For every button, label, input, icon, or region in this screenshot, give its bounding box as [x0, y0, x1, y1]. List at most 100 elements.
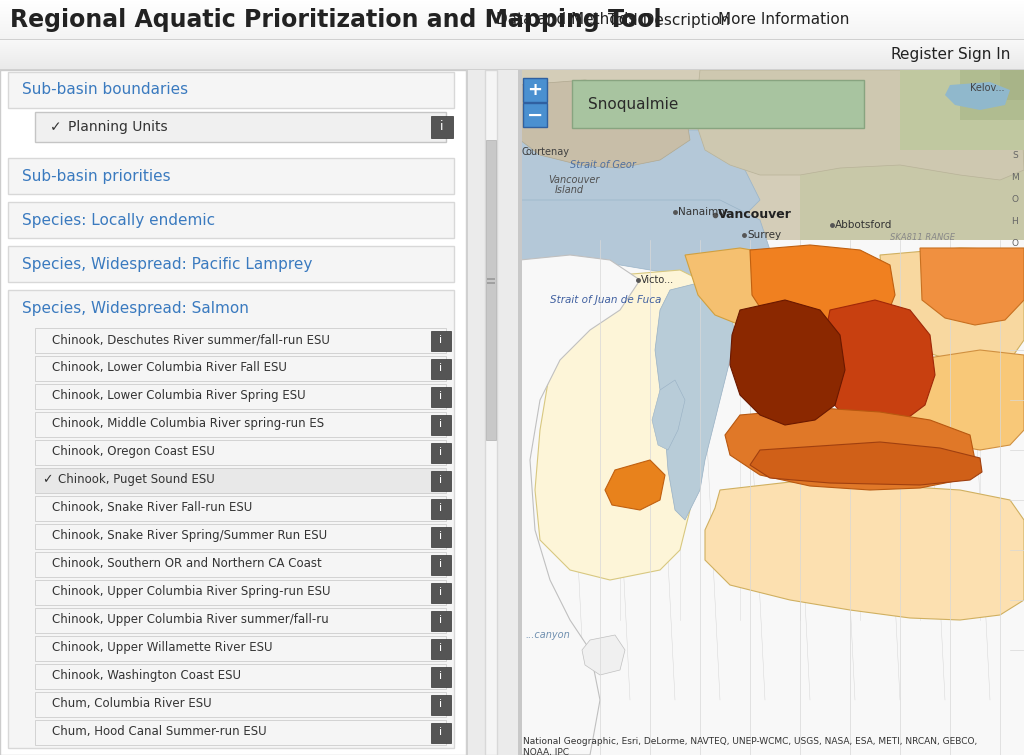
Bar [0, 17, 1024, 18]
Bar [0, 27, 1024, 28]
Bar [0, 66, 1024, 67]
Text: S: S [1012, 150, 1018, 159]
Text: Chum, Hood Canal Summer-run ESU: Chum, Hood Canal Summer-run ESU [52, 726, 266, 738]
Polygon shape [582, 635, 625, 675]
Text: Vancouver: Vancouver [548, 175, 599, 185]
Bar [0, 9, 1024, 10]
Bar [0, 5, 1024, 6]
Bar [0, 23, 1024, 24]
Bar [0, 51, 1024, 52]
Text: Victo...: Victo... [641, 275, 674, 285]
Bar [0, 25, 1024, 26]
Text: i: i [439, 475, 442, 485]
Bar [431, 527, 451, 547]
Bar [0, 40, 1024, 41]
Bar [35, 356, 446, 381]
Bar [1010, 240, 1024, 755]
Text: Chum, Columbia River ESU: Chum, Columbia River ESU [52, 698, 212, 710]
Bar [0, 39, 1024, 40]
Bar [35, 384, 446, 409]
Polygon shape [905, 350, 1024, 450]
Bar [0, 26, 1024, 27]
Bar [0, 33, 1024, 34]
Bar [487, 278, 495, 280]
Bar [0, 35, 1024, 36]
Bar [431, 583, 451, 603]
Bar [0, 57, 1024, 58]
Text: Chinook, Middle Columbia River spring-run ES: Chinook, Middle Columbia River spring-ru… [52, 418, 325, 430]
Bar [0, 48, 1024, 49]
Text: i: i [439, 699, 442, 709]
Bar [0, 7, 1024, 8]
Bar [431, 611, 451, 631]
Bar [35, 692, 446, 717]
Bar [523, 78, 547, 102]
Bar [0, 1, 1024, 2]
Bar [0, 18, 1024, 19]
Bar [0, 19, 1024, 20]
Text: More Information: More Information [718, 13, 849, 27]
Text: Planning Units: Planning Units [68, 120, 168, 134]
Bar [0, 46, 1024, 47]
Text: i: i [439, 559, 442, 569]
Text: Chinook, Puget Sound ESU: Chinook, Puget Sound ESU [58, 473, 215, 486]
Bar [8, 158, 454, 194]
Polygon shape [920, 248, 1024, 325]
Text: Kelov...: Kelov... [970, 83, 1005, 93]
Bar [431, 695, 451, 715]
Text: i: i [440, 121, 443, 134]
Bar [0, 63, 1024, 64]
Text: i: i [439, 447, 442, 457]
Text: Vancouver: Vancouver [718, 208, 792, 221]
Text: SKA811 RANGE: SKA811 RANGE [890, 233, 955, 242]
Text: Sub-basin boundaries: Sub-basin boundaries [22, 82, 188, 97]
Bar [431, 667, 451, 687]
Text: Chinook, Snake River Fall-run ESU: Chinook, Snake River Fall-run ESU [52, 501, 252, 514]
Polygon shape [730, 300, 845, 425]
Bar [431, 331, 451, 351]
Text: Data and Methods: Data and Methods [496, 13, 636, 27]
Bar [431, 471, 451, 491]
Text: +: + [527, 81, 543, 99]
Bar [8, 290, 454, 748]
Polygon shape [822, 300, 935, 428]
Bar [431, 415, 451, 435]
Bar [431, 723, 451, 743]
Text: i: i [439, 643, 442, 653]
Text: ...canyon: ...canyon [525, 630, 569, 640]
Polygon shape [535, 270, 740, 580]
Bar [900, 70, 1024, 150]
Polygon shape [520, 80, 690, 168]
Bar [0, 49, 1024, 50]
Bar [0, 39, 1024, 40]
Bar [0, 15, 1024, 16]
Bar [431, 639, 451, 659]
Polygon shape [725, 408, 975, 490]
Polygon shape [880, 248, 1024, 365]
Text: Chinook, Washington Coast ESU: Chinook, Washington Coast ESU [52, 670, 241, 683]
Bar [0, 28, 1024, 29]
Bar [520, 70, 1024, 240]
Bar [0, 70, 466, 755]
Bar [0, 29, 1024, 30]
Bar [0, 13, 1024, 14]
Text: Chinook, Upper Willamette River ESU: Chinook, Upper Willamette River ESU [52, 642, 272, 655]
Text: NOAA, IPC: NOAA, IPC [523, 747, 569, 755]
Bar [8, 202, 454, 238]
Bar [8, 246, 454, 282]
Text: Chinook, Oregon Coast ESU: Chinook, Oregon Coast ESU [52, 445, 215, 458]
Text: i: i [439, 335, 442, 345]
Bar [0, 41, 1024, 42]
Bar [0, 30, 1024, 31]
Text: Register: Register [890, 48, 953, 63]
Bar [431, 116, 453, 138]
Text: Sub-basin priorities: Sub-basin priorities [22, 168, 171, 183]
Bar [0, 21, 1024, 22]
Bar [0, 68, 1024, 69]
Bar [0, 20, 1024, 21]
Text: Species, Widespread: Salmon: Species, Widespread: Salmon [22, 300, 249, 316]
Bar [431, 499, 451, 519]
Bar [0, 56, 1024, 57]
Text: Strait of Juan de Fuca: Strait of Juan de Fuca [550, 295, 662, 305]
Bar [0, 8, 1024, 9]
